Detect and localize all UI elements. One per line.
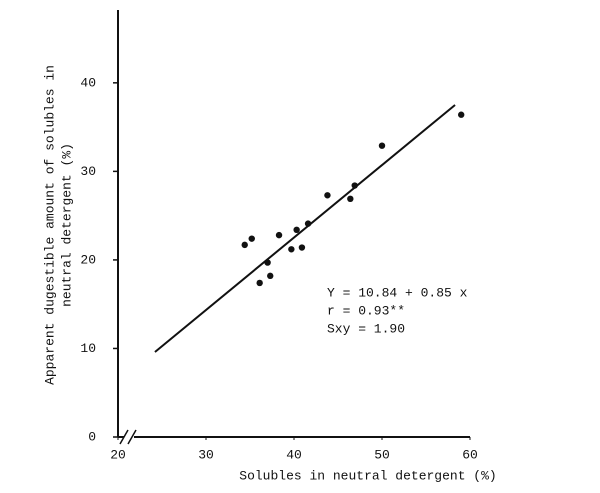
annotation: Y = 10.84 + 0.85 x	[327, 285, 468, 300]
point	[347, 195, 354, 203]
point	[298, 244, 306, 251]
y-axis-label: neutral detergent (%)	[59, 143, 74, 307]
point	[293, 226, 300, 234]
annotation: r = 0.93**	[327, 303, 405, 318]
point	[264, 259, 271, 266]
axis-break-gap	[124, 430, 134, 444]
y-axis-label: Apparent dugestible amount of solubles i…	[42, 65, 57, 385]
point	[351, 182, 358, 189]
y-tick-label: 40	[80, 75, 96, 90]
point	[378, 142, 386, 149]
x-tick-label: 50	[374, 447, 390, 462]
axis-break	[119, 429, 129, 445]
point	[304, 220, 312, 227]
axis-break	[127, 429, 137, 445]
y-tick-label: 20	[80, 252, 96, 267]
annotation: Sxy = 1.90	[327, 321, 405, 336]
point	[256, 279, 263, 287]
point	[288, 246, 295, 253]
y-tick-label: 10	[80, 341, 96, 356]
point	[458, 111, 465, 118]
point	[241, 241, 248, 249]
y-tick-label: 30	[80, 164, 96, 179]
x-tick-label: 20	[110, 447, 126, 462]
x-tick-label: 40	[286, 447, 302, 462]
x-tick-label: 30	[198, 447, 214, 462]
point	[275, 231, 283, 239]
point	[267, 272, 274, 280]
fit-line	[154, 104, 456, 353]
x-axis-label: Solubles in neutral detergent (%)	[239, 468, 496, 483]
y-tick-label: 0	[88, 429, 96, 444]
point	[248, 235, 255, 242]
x-tick-label: 60	[462, 447, 478, 462]
point	[324, 192, 331, 199]
